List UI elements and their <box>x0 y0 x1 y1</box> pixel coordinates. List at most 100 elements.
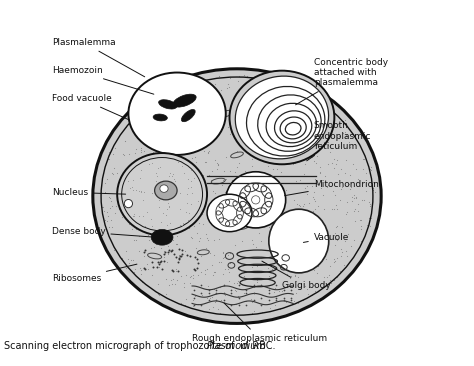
Point <box>176 190 183 196</box>
Point <box>190 272 197 277</box>
Point <box>213 160 221 165</box>
Point <box>253 263 261 269</box>
Point <box>106 195 114 201</box>
Point <box>301 171 308 177</box>
Point <box>146 237 153 243</box>
Point <box>137 145 145 151</box>
Point <box>154 165 162 171</box>
Point <box>161 258 168 264</box>
Point <box>233 164 241 170</box>
Point <box>303 191 310 197</box>
Point <box>136 213 143 219</box>
Point <box>125 257 132 262</box>
Point <box>202 159 210 165</box>
Point <box>358 198 366 203</box>
Point <box>203 212 211 217</box>
Point <box>357 242 365 247</box>
Point <box>264 163 272 169</box>
Point <box>335 143 343 149</box>
Point <box>182 209 190 215</box>
Point <box>176 153 184 159</box>
Point <box>149 264 157 270</box>
Point <box>346 172 354 178</box>
Point <box>154 173 161 179</box>
Ellipse shape <box>226 172 286 228</box>
Point <box>167 236 174 242</box>
Point <box>170 251 178 257</box>
Point <box>105 156 113 162</box>
Point <box>154 281 162 287</box>
Point <box>300 296 307 302</box>
Point <box>196 235 204 241</box>
Point <box>295 274 302 280</box>
Point <box>255 231 263 236</box>
Point <box>185 225 192 231</box>
Point <box>179 247 186 253</box>
Point <box>308 292 316 298</box>
Point <box>182 272 190 278</box>
Point <box>366 223 374 229</box>
Point <box>227 227 235 233</box>
Ellipse shape <box>128 72 226 155</box>
Point <box>184 185 191 191</box>
Point <box>265 288 273 294</box>
Point <box>173 241 181 247</box>
Point <box>109 171 117 177</box>
Point <box>348 194 356 200</box>
Point <box>340 262 347 268</box>
Ellipse shape <box>156 112 190 138</box>
Point <box>201 159 209 165</box>
Point <box>187 274 194 280</box>
Point <box>271 285 279 291</box>
Point <box>150 244 158 250</box>
Point <box>213 166 221 172</box>
Point <box>352 218 359 224</box>
Text: Vacuole: Vacuole <box>303 233 349 242</box>
Point <box>141 266 148 272</box>
Point <box>212 225 220 231</box>
Point <box>154 291 162 296</box>
Point <box>228 290 235 296</box>
Point <box>313 181 320 187</box>
Point <box>105 194 113 200</box>
Point <box>333 157 341 163</box>
Point <box>155 292 163 298</box>
Point <box>232 91 240 97</box>
Point <box>130 211 138 217</box>
Point <box>162 291 170 297</box>
Point <box>335 121 342 127</box>
Point <box>193 256 201 262</box>
Point <box>324 161 332 167</box>
Point <box>248 299 256 305</box>
Point <box>337 232 345 238</box>
Point <box>226 260 234 266</box>
Point <box>177 300 184 306</box>
Point <box>210 236 218 242</box>
Point <box>341 170 349 176</box>
Point <box>264 265 272 271</box>
Point <box>198 211 206 217</box>
Point <box>328 206 336 212</box>
Point <box>253 280 261 285</box>
Point <box>314 203 321 209</box>
Point <box>219 255 227 261</box>
Ellipse shape <box>252 196 260 204</box>
Point <box>107 217 115 223</box>
Point <box>173 254 180 260</box>
Point <box>129 178 137 183</box>
Point <box>290 161 297 167</box>
Ellipse shape <box>124 199 133 208</box>
Point <box>215 259 223 265</box>
Point <box>162 212 170 217</box>
Point <box>347 184 355 190</box>
Point <box>212 180 219 186</box>
Point <box>178 251 186 257</box>
Point <box>205 290 213 296</box>
Point <box>137 267 145 273</box>
Point <box>224 217 231 223</box>
Point <box>290 197 298 203</box>
Point <box>100 190 108 195</box>
Point <box>100 205 107 210</box>
Point <box>161 249 168 255</box>
Point <box>208 294 216 300</box>
